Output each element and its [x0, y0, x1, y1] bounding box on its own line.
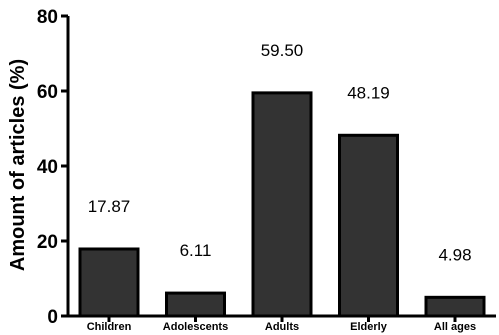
data-label: 6.11: [180, 241, 212, 260]
y-tick-label: 80: [37, 7, 58, 28]
bar: [165, 291, 226, 318]
x-tick-label: Adolescents: [163, 321, 228, 333]
bar: [251, 91, 313, 318]
bar: [78, 247, 140, 318]
x-tick-label: Elderly: [350, 321, 388, 333]
bar: [424, 295, 486, 318]
y-tick-label: 60: [37, 82, 58, 103]
y-axis-label: Amount of articles (%): [7, 59, 29, 271]
bar: [338, 133, 399, 318]
data-label: 17.87: [88, 197, 131, 216]
x-tick-label: All ages: [434, 321, 476, 333]
labels: Children 17.87 Adolescents 6.11 Adults 59.50 E…: [87, 41, 476, 333]
y-tick-label: 40: [37, 157, 58, 178]
data-label: 48.19: [347, 83, 390, 102]
y-tick-label: 20: [37, 232, 58, 253]
x-tick-label: Adults: [265, 321, 299, 333]
bars: [78, 91, 486, 318]
x-tick-label: Children: [87, 321, 132, 333]
data-label: 59.50: [261, 41, 304, 60]
data-label: 4.98: [438, 245, 471, 264]
y-tick-label: 0: [47, 307, 58, 328]
